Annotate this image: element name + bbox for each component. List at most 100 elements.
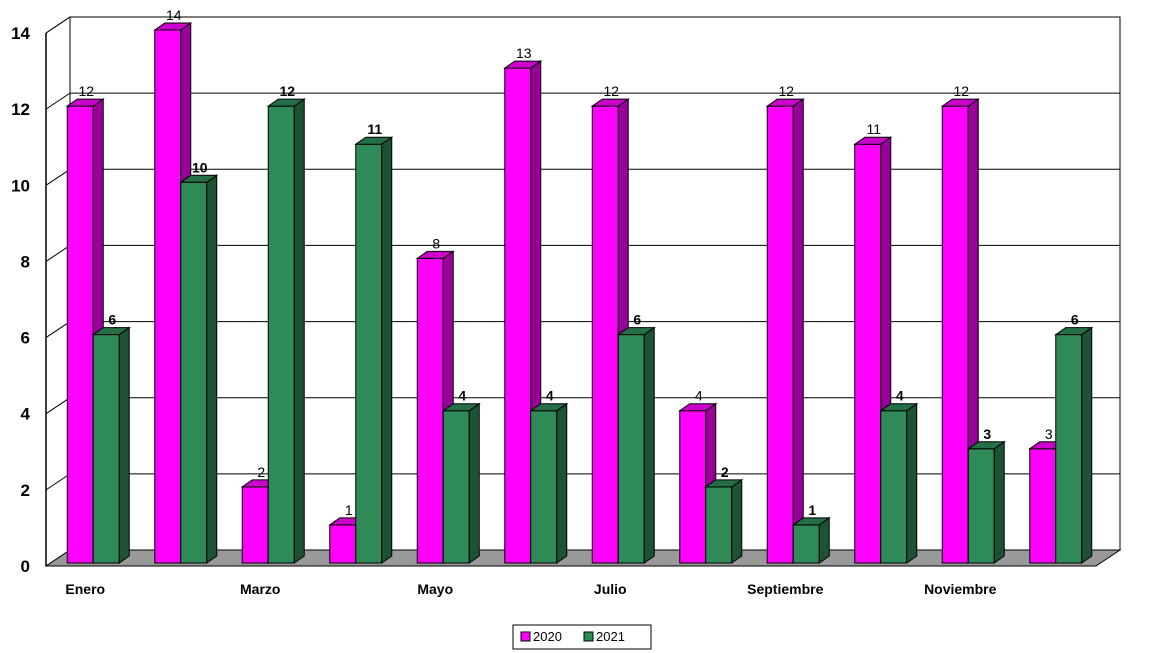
bar-2021-5 [441, 402, 481, 564]
legend: 2020 2021 [512, 624, 652, 650]
bar-front [854, 143, 882, 564]
side-gridline [45, 168, 71, 186]
y-tick-label: 8 [21, 252, 30, 271]
bar-front [967, 448, 995, 564]
data-label: 4 [458, 388, 466, 404]
x-tick-label: Marzo [240, 581, 280, 597]
bar-front [766, 105, 794, 564]
data-label: 14 [166, 7, 182, 23]
legend-swatch [583, 631, 594, 642]
x-tick-label: Enero [65, 581, 105, 597]
bar-top [879, 403, 919, 412]
data-label: 1 [345, 502, 353, 518]
bar-side [906, 402, 918, 564]
bar-2021-11 [966, 440, 1006, 564]
data-label: 12 [279, 83, 295, 99]
data-label: 6 [108, 312, 116, 328]
bar-top [91, 327, 131, 336]
data-label: 2 [257, 464, 265, 480]
bar-front [1055, 334, 1083, 564]
data-label: 2 [721, 464, 729, 480]
y-tick-label: 0 [21, 557, 30, 576]
bar-front [705, 486, 733, 564]
data-label: 4 [695, 388, 703, 404]
bar-2021-3 [266, 98, 306, 564]
bar-2021-12 [1054, 326, 1094, 564]
bar-front [180, 181, 208, 564]
bar-front [442, 410, 470, 564]
bar-side [1081, 326, 1093, 564]
data-label: 6 [1071, 312, 1079, 328]
bar-side [792, 98, 804, 564]
bar-2021-1 [91, 326, 131, 564]
bar-front [679, 410, 707, 564]
bar-front [329, 524, 357, 564]
data-label: 11 [367, 121, 382, 137]
x-tick-label: Septiembre [747, 581, 823, 597]
legend-box [512, 624, 652, 650]
bar-top [590, 98, 630, 107]
x-tick-label: Noviembre [924, 581, 997, 597]
bar-2021-8 [704, 478, 744, 564]
bar-side [293, 98, 305, 564]
bar-top [503, 60, 543, 69]
bar-top [179, 174, 219, 183]
bar-front [241, 486, 269, 564]
bar-side [993, 440, 1005, 564]
bar-top [853, 136, 893, 145]
bar-front [792, 524, 820, 564]
x-tick-label: Julio [594, 581, 627, 597]
side-gridline [45, 245, 71, 262]
bar-front [355, 143, 383, 564]
side-gridline [45, 397, 71, 415]
bar-top [354, 136, 394, 145]
bar-2020-9 [765, 98, 805, 564]
bar-2020-10 [853, 136, 893, 564]
bar-side [206, 174, 218, 564]
data-label: 12 [953, 83, 969, 99]
data-label: 11 [866, 121, 881, 137]
bar-side [381, 136, 393, 564]
y-tick-label: 6 [21, 329, 30, 348]
bar-top [966, 441, 1006, 450]
bar-2021-2 [179, 174, 219, 564]
bar-top [791, 517, 831, 526]
y-tick-label: 4 [21, 405, 31, 424]
bar-2021-9 [791, 516, 831, 564]
bar-2021-4 [354, 136, 394, 564]
data-label: 13 [516, 45, 532, 61]
data-label: 3 [983, 426, 991, 442]
data-label: 3 [1045, 426, 1053, 442]
bar-front [92, 334, 120, 564]
bar-front [617, 334, 645, 564]
data-label: 4 [546, 388, 554, 404]
bar-top [65, 98, 105, 107]
bar-top [616, 327, 656, 336]
legend-swatch [520, 631, 531, 642]
bar-side [556, 402, 568, 564]
side-gridline [45, 321, 71, 338]
bar-top [765, 98, 805, 107]
x-tick-label: Mayo [417, 581, 453, 597]
y-tick-label: 12 [11, 100, 30, 119]
bar-top [1054, 327, 1094, 336]
bar-side [468, 402, 480, 564]
bar-side [118, 326, 130, 564]
bar-top [441, 403, 481, 412]
data-label: 8 [432, 235, 440, 251]
bar-front [154, 29, 182, 564]
bar-front [880, 410, 908, 564]
bar-2021-6 [529, 402, 569, 564]
y-tick-label: 2 [21, 481, 30, 500]
y-tick-label: 14 [11, 24, 30, 43]
legend-label: 2021 [596, 629, 625, 644]
bar-front [1029, 448, 1057, 564]
bar-front [66, 105, 94, 564]
bar-front [530, 410, 558, 564]
bar-top [415, 250, 455, 259]
bar-front [504, 67, 532, 564]
data-label: 12 [778, 83, 794, 99]
data-label: 12 [78, 83, 94, 99]
